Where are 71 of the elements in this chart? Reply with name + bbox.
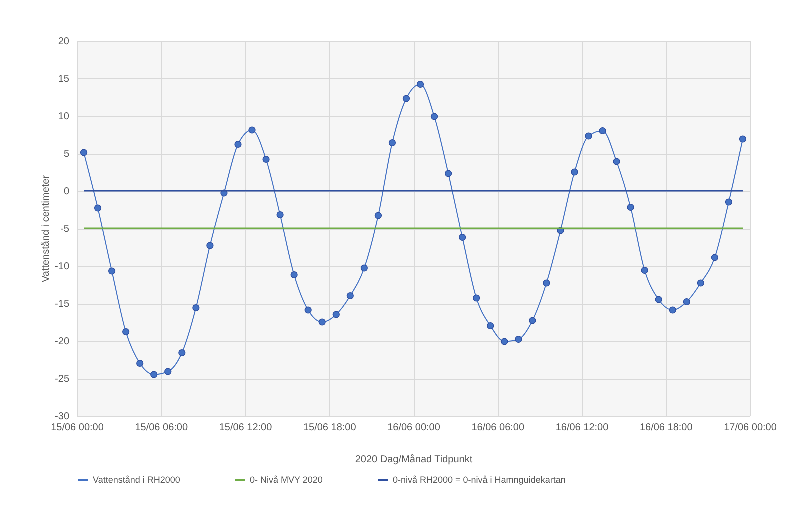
point bbox=[669, 306, 676, 314]
point bbox=[416, 80, 424, 88]
point bbox=[318, 318, 326, 326]
y-tick-label: -30 bbox=[55, 412, 70, 422]
y-tick-label: -5 bbox=[60, 224, 70, 235]
y-tick-label: 0 bbox=[64, 186, 70, 198]
x-tick-label: 16/06 12:00 bbox=[556, 422, 610, 434]
y-tick-label: 20 bbox=[58, 36, 70, 48]
point bbox=[697, 280, 704, 287]
x-tick-label: 17/06 00:00 bbox=[724, 422, 778, 434]
point bbox=[360, 264, 368, 272]
point bbox=[585, 132, 592, 140]
point bbox=[430, 113, 438, 120]
point bbox=[80, 149, 88, 156]
point bbox=[94, 204, 102, 212]
y-tick-label: -20 bbox=[55, 336, 70, 348]
point bbox=[402, 95, 410, 102]
point bbox=[108, 268, 116, 275]
point bbox=[332, 311, 340, 318]
y-tick-label: 15 bbox=[58, 74, 70, 85]
point bbox=[529, 317, 536, 324]
point bbox=[290, 271, 298, 279]
point bbox=[192, 304, 200, 312]
point bbox=[459, 234, 466, 242]
point bbox=[150, 371, 158, 378]
y-tick-label: -10 bbox=[55, 262, 70, 272]
legend-label: 0-nivå RH2000 = 0-nivå i Hamnguidekartan bbox=[393, 475, 566, 485]
point bbox=[178, 349, 186, 357]
legend-label: Vattenstånd i RH2000 bbox=[93, 475, 180, 485]
point bbox=[501, 338, 508, 346]
point bbox=[515, 336, 522, 344]
point bbox=[683, 298, 690, 306]
point bbox=[276, 211, 284, 219]
point bbox=[655, 296, 662, 304]
point bbox=[444, 170, 452, 178]
x-tick-label: 15/06 06:00 bbox=[135, 422, 188, 434]
point bbox=[739, 136, 747, 143]
x-tick-label: 15/06 18:00 bbox=[303, 422, 357, 434]
point bbox=[248, 126, 256, 134]
point bbox=[711, 254, 719, 262]
point bbox=[641, 266, 648, 274]
point bbox=[627, 204, 634, 212]
point bbox=[136, 360, 144, 368]
point bbox=[346, 292, 354, 300]
x-tick-label: 16/06 18:00 bbox=[640, 422, 694, 434]
point bbox=[304, 306, 312, 314]
point bbox=[234, 140, 242, 148]
point bbox=[473, 294, 480, 302]
point bbox=[571, 168, 578, 176]
x-tick-label: 16/06 00:00 bbox=[388, 422, 441, 434]
x-axis-title: 2020 Dag/Månad Tidpunkt bbox=[355, 454, 473, 466]
point bbox=[262, 156, 270, 164]
point bbox=[613, 158, 620, 166]
point bbox=[487, 322, 494, 330]
point bbox=[599, 127, 606, 135]
point bbox=[122, 328, 130, 336]
point bbox=[388, 139, 396, 147]
point bbox=[374, 212, 382, 220]
y-axis-title: Vattenstånd i centimeter bbox=[40, 174, 52, 283]
point bbox=[206, 242, 214, 250]
legend-label: 0- Nivå MVY 2020 bbox=[250, 475, 323, 485]
x-tick-label: 15/06 12:00 bbox=[219, 422, 273, 434]
point bbox=[725, 198, 733, 206]
point bbox=[543, 280, 550, 287]
y-tick-label: 5 bbox=[64, 149, 70, 160]
x-tick-label: 16/06 06:00 bbox=[472, 422, 525, 434]
y-tick-label: 10 bbox=[58, 112, 70, 122]
point bbox=[164, 368, 172, 376]
y-tick-label: -25 bbox=[55, 374, 70, 385]
x-tick-label: 15/06 00:00 bbox=[51, 422, 104, 434]
y-tick-label: -15 bbox=[55, 299, 70, 310]
